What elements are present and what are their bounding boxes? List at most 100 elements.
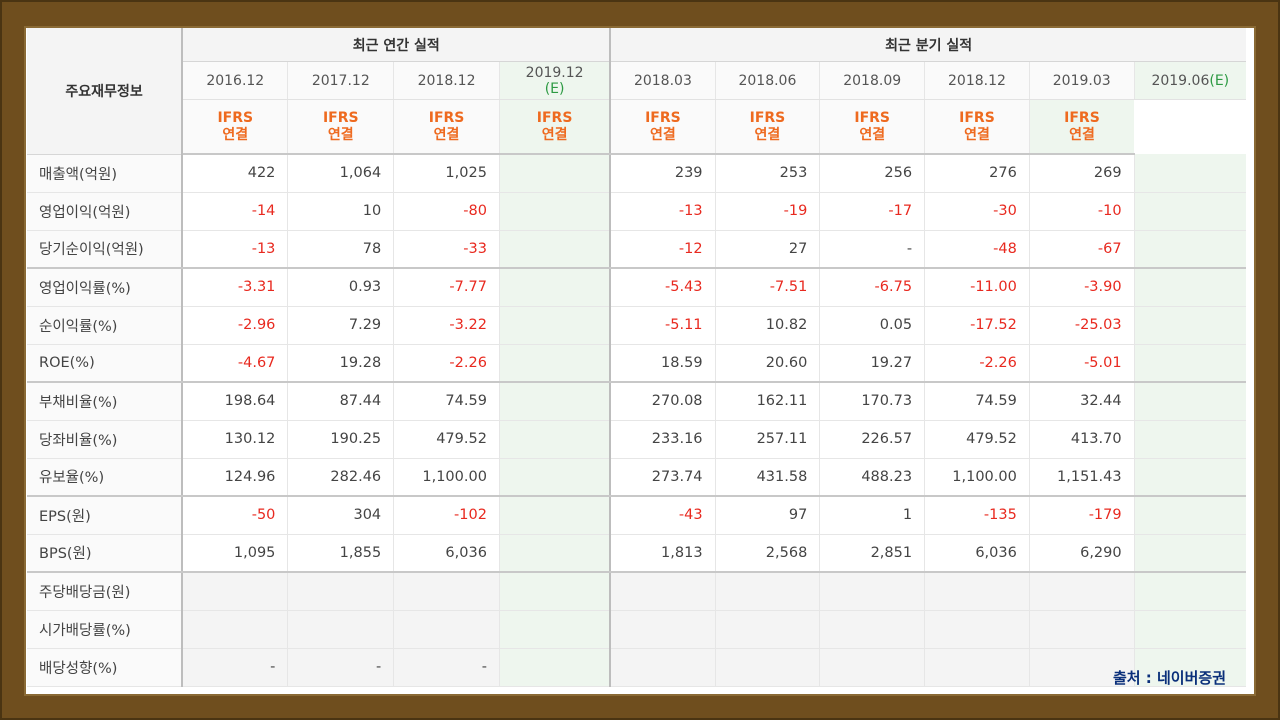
table-cell xyxy=(819,648,925,687)
table-cell: 6,036 xyxy=(924,534,1030,573)
table-header: 주요재무정보 최근 연간 실적 최근 분기 실적 2016.12 2017.12 2… xyxy=(27,28,1246,155)
table-cell: 130.12 xyxy=(181,420,288,459)
table-cell-estimate xyxy=(1133,458,1246,497)
period-header: 2018.12 xyxy=(924,61,1030,100)
table-cell-estimate xyxy=(498,230,612,269)
table-cell: -11.00 xyxy=(924,268,1030,307)
table-cell: -25.03 xyxy=(1028,306,1135,345)
source-credit: 출처 : 네이버증권 xyxy=(1112,669,1226,687)
basis-scope: 연결 xyxy=(964,126,990,143)
table-cell: 1,025 xyxy=(393,154,500,193)
table-cell: -13 xyxy=(609,192,716,231)
financial-table: 주요재무정보 최근 연간 실적 최근 분기 실적 2016.12 2017.12 2… xyxy=(27,28,1246,687)
table-cell: 0.93 xyxy=(287,268,394,307)
table-cell-estimate xyxy=(498,344,612,383)
row-label: 배당성향(%) xyxy=(27,648,184,687)
table-cell: 304 xyxy=(287,496,394,535)
table-row: 당좌비율(%) 130.12 190.25 479.52 233.16 257.11 226… xyxy=(27,420,1246,459)
table-row: 영업이익률(%) -3.31 0.93 -7.77 -5.43 -7.51 -6.75 -11… xyxy=(27,268,1246,307)
table-cell: 97 xyxy=(714,496,820,535)
table-cell xyxy=(287,610,394,649)
basis-header: IFRS 연결 xyxy=(714,99,820,155)
table-cell: -67 xyxy=(1028,230,1135,269)
basis-standard: IFRS xyxy=(428,109,465,126)
row-label: 당기순이익(억원) xyxy=(27,230,184,269)
basis-scope: 연결 xyxy=(541,126,568,143)
table-row: ROE(%) -4.67 19.28 -2.26 18.59 20.60 19.27 -2.2… xyxy=(27,344,1246,383)
table-cell: -43 xyxy=(609,496,716,535)
period-header: 2018.09 xyxy=(819,61,925,100)
table-cell: -4.67 xyxy=(181,344,288,383)
table-cell: 431.58 xyxy=(714,458,820,497)
table-cell xyxy=(609,648,716,687)
table-cell xyxy=(819,610,925,649)
table-cell: 256 xyxy=(819,154,925,193)
table-cell: 6,036 xyxy=(393,534,500,573)
table-cell-estimate xyxy=(1133,420,1246,459)
table-cell: 1 xyxy=(819,496,925,535)
table-cell: 239 xyxy=(609,154,716,193)
table-cell-estimate xyxy=(1133,648,1246,687)
table-cell-estimate xyxy=(1133,610,1246,649)
table-cell-estimate xyxy=(498,572,612,611)
row-label: 주당배당금(원) xyxy=(27,572,184,611)
table-cell: 20.60 xyxy=(714,344,820,383)
table-cell-estimate xyxy=(1133,496,1246,535)
table-row: EPS(원) -50 304 -102 -43 97 1 -135 -179 xyxy=(27,496,1246,535)
table-cell-estimate xyxy=(498,496,612,535)
table-cell xyxy=(393,572,500,611)
period-header: 2018.06 xyxy=(714,61,820,100)
basis-standard: IFRS xyxy=(854,109,891,126)
estimate-tag: (E) xyxy=(1209,72,1230,89)
table-cell: -2.96 xyxy=(181,306,288,345)
table-cell: -50 xyxy=(181,496,288,535)
basis-header: IFRS 연결 xyxy=(609,99,716,155)
period-header: 2018.12 xyxy=(393,61,500,100)
table-cell: 0.05 xyxy=(819,306,925,345)
table-cell: - xyxy=(393,648,500,687)
table-cell: 32.44 xyxy=(1028,382,1135,421)
table-cell: 282.46 xyxy=(287,458,394,497)
table-cell: -3.22 xyxy=(393,306,500,345)
table-cell-estimate xyxy=(1133,268,1246,307)
table-cell-estimate xyxy=(498,306,612,345)
table-cell-estimate xyxy=(1133,344,1246,383)
table-row: BPS(원) 1,095 1,855 6,036 1,813 2,568 2,851 6,03… xyxy=(27,534,1246,573)
table-cell: 270.08 xyxy=(609,382,716,421)
table-cell: 19.27 xyxy=(819,344,925,383)
basis-scope: 연결 xyxy=(754,126,781,143)
table-cell: - xyxy=(287,648,394,687)
table-cell xyxy=(1028,648,1135,687)
table-row: 배당성향(%) - - - xyxy=(27,648,1246,687)
table-cell: -17.52 xyxy=(924,306,1030,345)
table-cell: 124.96 xyxy=(181,458,288,497)
basis-scope: 연결 xyxy=(650,126,676,143)
table-cell-estimate xyxy=(498,154,612,193)
table-cell: 74.59 xyxy=(924,382,1030,421)
table-cell: - xyxy=(819,230,925,269)
table-cell: -3.90 xyxy=(1028,268,1135,307)
table-cell: 269 xyxy=(1028,154,1135,193)
row-label: EPS(원) xyxy=(27,496,184,535)
row-label: 시가배당률(%) xyxy=(27,610,184,649)
table-cell: -179 xyxy=(1028,496,1135,535)
row-label: 순이익률(%) xyxy=(27,306,184,345)
table-cell-estimate xyxy=(498,192,612,231)
table-cell xyxy=(714,572,820,611)
row-label: BPS(원) xyxy=(27,534,184,573)
table-cell: -102 xyxy=(393,496,500,535)
table-cell: 19.28 xyxy=(287,344,394,383)
table-title: 주요재무정보 xyxy=(27,28,184,155)
table-cell: -5.43 xyxy=(609,268,716,307)
table-body: 매출액(억원) 422 1,064 1,025 239 253 256 276 269 영업이익(… xyxy=(27,154,1246,687)
table-cell: 190.25 xyxy=(287,420,394,459)
table-cell-estimate xyxy=(498,534,612,573)
table-cell: -80 xyxy=(393,192,500,231)
table-cell: -33 xyxy=(393,230,500,269)
basis-standard: IFRS xyxy=(217,109,254,126)
table-cell xyxy=(181,572,288,611)
table-cell: -10 xyxy=(1028,192,1135,231)
table-cell: -14 xyxy=(181,192,288,231)
basis-header: IFRS 연결 xyxy=(498,99,612,155)
